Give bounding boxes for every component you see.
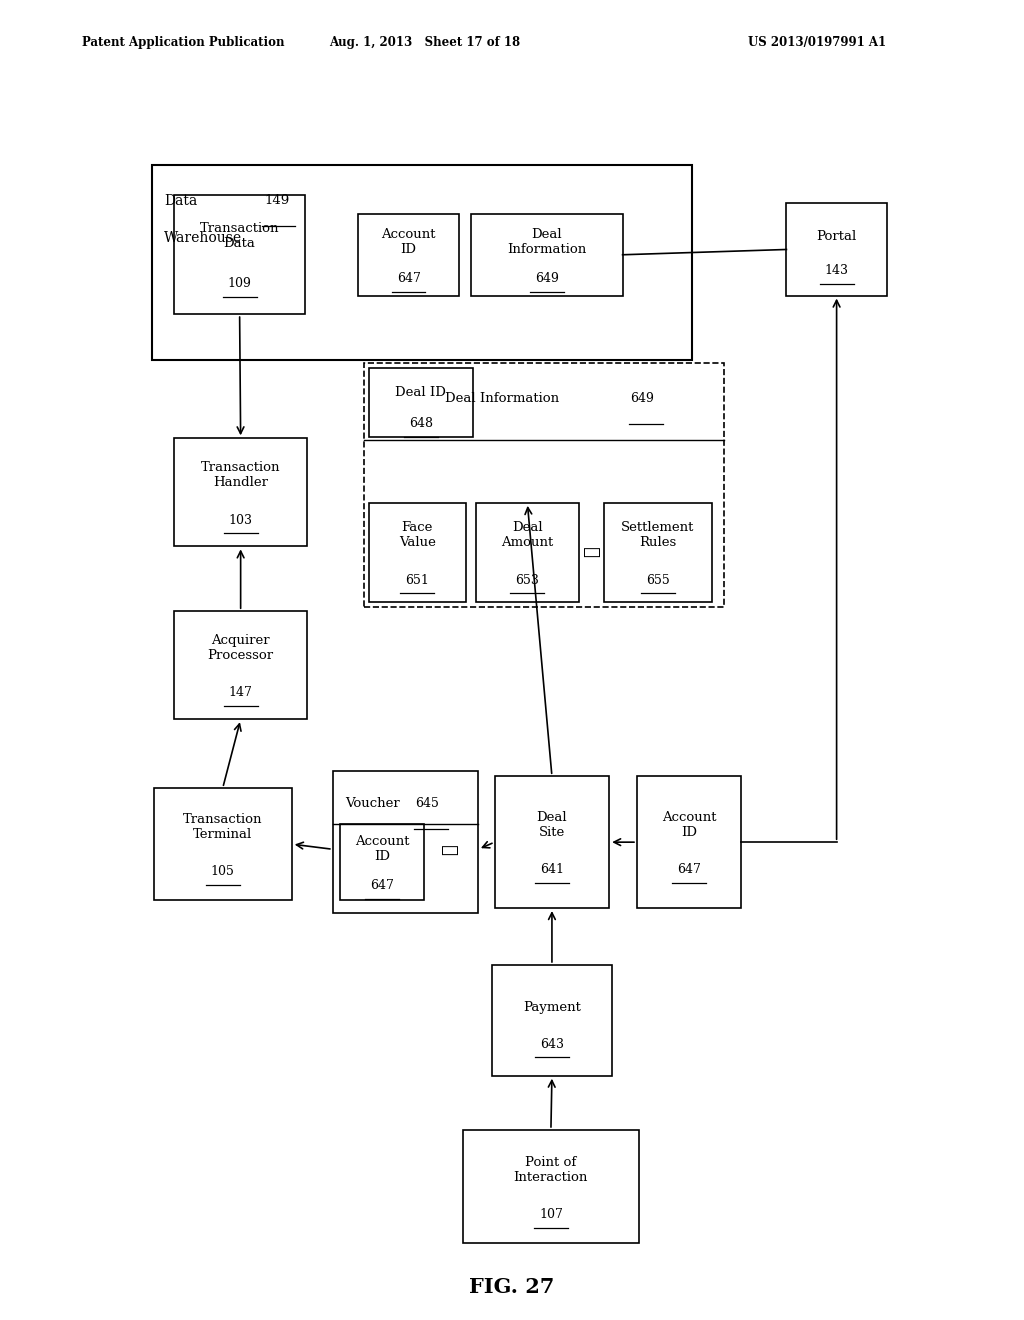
FancyBboxPatch shape [786, 203, 887, 296]
Text: FIG. 27: FIG. 27 [469, 1276, 555, 1298]
FancyBboxPatch shape [604, 503, 712, 602]
Text: ⋯: ⋯ [441, 845, 460, 855]
Text: Voucher: Voucher [345, 797, 399, 810]
Text: 641: 641 [540, 863, 564, 876]
FancyBboxPatch shape [476, 503, 579, 602]
Text: 647: 647 [677, 863, 701, 876]
Text: Transaction
Terminal: Transaction Terminal [183, 813, 262, 841]
Text: Payment: Payment [523, 1001, 581, 1014]
Text: 649: 649 [535, 272, 559, 285]
FancyBboxPatch shape [492, 965, 612, 1076]
Text: 645: 645 [415, 797, 438, 810]
FancyBboxPatch shape [174, 611, 307, 719]
FancyBboxPatch shape [174, 195, 305, 314]
Text: Aug. 1, 2013   Sheet 17 of 18: Aug. 1, 2013 Sheet 17 of 18 [330, 36, 520, 49]
Text: ⋯: ⋯ [583, 546, 601, 557]
Text: 107: 107 [539, 1208, 563, 1221]
Text: 103: 103 [228, 513, 253, 527]
Text: Face
Value: Face Value [398, 521, 436, 549]
Text: 647: 647 [370, 879, 394, 892]
Text: Deal ID: Deal ID [395, 385, 446, 399]
FancyBboxPatch shape [154, 788, 292, 900]
Text: 147: 147 [228, 686, 253, 700]
Text: Deal
Amount: Deal Amount [501, 521, 554, 549]
Text: Portal: Portal [816, 230, 857, 243]
Text: Acquirer
Processor: Acquirer Processor [208, 634, 273, 663]
FancyBboxPatch shape [174, 438, 307, 546]
Text: 649: 649 [630, 392, 653, 405]
Text: 648: 648 [409, 417, 433, 430]
Text: Patent Application Publication: Patent Application Publication [82, 36, 285, 49]
Text: 109: 109 [227, 277, 252, 290]
Text: Warehouse: Warehouse [164, 231, 242, 246]
FancyBboxPatch shape [340, 824, 424, 900]
Text: Account
ID: Account ID [381, 227, 436, 256]
FancyBboxPatch shape [333, 771, 478, 913]
Text: 143: 143 [824, 264, 849, 277]
FancyBboxPatch shape [152, 165, 692, 360]
Text: Deal
Site: Deal Site [537, 810, 567, 840]
Text: US 2013/0197991 A1: US 2013/0197991 A1 [748, 36, 886, 49]
Text: 643: 643 [540, 1038, 564, 1051]
FancyBboxPatch shape [358, 214, 459, 296]
Text: Deal Information: Deal Information [445, 392, 559, 405]
Text: Transaction
Data: Transaction Data [200, 222, 280, 251]
Text: 653: 653 [515, 574, 540, 586]
FancyBboxPatch shape [463, 1130, 639, 1243]
Text: Account
ID: Account ID [354, 834, 410, 863]
Text: 149: 149 [264, 194, 290, 207]
Text: 647: 647 [396, 272, 421, 285]
Text: Deal
Information: Deal Information [507, 227, 587, 256]
Text: Account
ID: Account ID [662, 810, 717, 840]
Text: Point of
Interaction: Point of Interaction [514, 1155, 588, 1184]
FancyBboxPatch shape [495, 776, 609, 908]
Text: Transaction
Handler: Transaction Handler [201, 461, 281, 490]
Text: 655: 655 [646, 574, 670, 586]
Text: Data: Data [164, 194, 197, 209]
FancyBboxPatch shape [637, 776, 741, 908]
Text: Settlement
Rules: Settlement Rules [622, 521, 694, 549]
FancyBboxPatch shape [369, 503, 466, 602]
Text: 651: 651 [406, 574, 429, 586]
Text: 105: 105 [211, 866, 234, 878]
FancyBboxPatch shape [369, 368, 473, 437]
FancyBboxPatch shape [364, 363, 724, 607]
FancyBboxPatch shape [471, 214, 623, 296]
